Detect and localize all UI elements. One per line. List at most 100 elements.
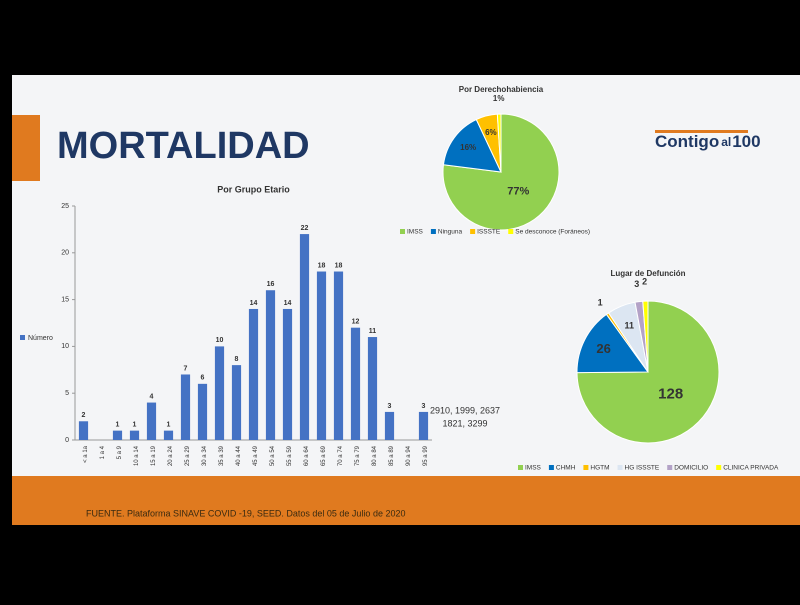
- legend-label: HG ISSSTE: [625, 465, 660, 472]
- legend-swatch: [430, 229, 436, 234]
- legend-swatch: [716, 465, 722, 470]
- x-tick-label: 55 a 59: [287, 445, 293, 466]
- x-tick-label: 35 a 39: [219, 445, 225, 466]
- bar: [384, 411, 395, 440]
- data-label: 7: [184, 365, 188, 372]
- data-label: 14: [284, 300, 292, 307]
- legend-swatch: [400, 229, 405, 234]
- x-tick-label: 90 a 94: [406, 445, 412, 466]
- data-label: 14: [250, 300, 258, 307]
- data-label: 1: [598, 297, 603, 307]
- x-tick-label: 95 a 99: [423, 445, 429, 466]
- bar: [265, 290, 276, 440]
- x-tick-label: 50 a 54: [270, 445, 276, 466]
- x-tick-label: 40 a 44: [236, 445, 242, 466]
- logo: Contigo al100: [655, 132, 761, 151]
- logo-bar: [655, 130, 748, 133]
- bar: [180, 374, 191, 440]
- legend-label: DOMICILIO: [674, 465, 708, 472]
- pie-slice: [442, 113, 560, 231]
- data-label: 10: [216, 337, 224, 344]
- chart-title: Lugar de Defunción: [610, 269, 685, 278]
- data-label: 8: [235, 356, 239, 363]
- x-tick-label: 70 a 74: [338, 445, 344, 466]
- x-tick-label: 25 a 29: [185, 445, 191, 466]
- data-label: 16%: [460, 143, 476, 152]
- bar: [197, 383, 208, 440]
- pie-slice: [442, 118, 502, 173]
- footer: FUENTE. Plataforma SINAVE COVID -19, SEE…: [86, 508, 405, 518]
- bar: [282, 308, 293, 440]
- footer-band: [12, 476, 800, 525]
- data-label: 11: [369, 328, 377, 335]
- bar: [214, 346, 225, 440]
- x-tick-label: 65 a 69: [321, 445, 327, 466]
- data-label: 77%: [507, 185, 529, 197]
- data-label: 1: [133, 421, 137, 428]
- annotation: 1821, 3299: [442, 418, 487, 428]
- bar: [299, 234, 310, 440]
- legend-label: CLINICA PRIVADA: [723, 465, 779, 472]
- bar: [163, 430, 174, 440]
- legend-label: IMSS: [407, 229, 424, 236]
- chart-title: Por Grupo Etario: [217, 184, 290, 194]
- slide-title: MORTALIDAD: [57, 125, 310, 167]
- data-label: 16: [267, 281, 275, 288]
- y-tick-label: 10: [61, 343, 69, 350]
- y-tick-label: 5: [65, 390, 69, 397]
- legend-swatch: [20, 335, 25, 340]
- x-tick-label: 80 a 84: [372, 445, 378, 466]
- data-label: 2: [642, 276, 647, 286]
- x-tick-label: 45 a 49: [253, 445, 259, 466]
- legend-label: CHMH: [556, 465, 576, 472]
- data-label: 11: [625, 320, 635, 330]
- x-tick-label: 85 a 89: [389, 445, 395, 466]
- accent-block: [12, 115, 40, 181]
- bar: [248, 308, 259, 440]
- pie-slice: [496, 113, 502, 173]
- legend-swatch: [508, 229, 514, 234]
- annotation: 2910, 1999, 2637: [430, 405, 500, 415]
- bar: [316, 271, 327, 440]
- legend-label: Ninguna: [438, 229, 463, 236]
- bar: [112, 430, 123, 440]
- data-label: 6: [201, 375, 205, 382]
- bar: [367, 337, 378, 440]
- data-label: 6%: [485, 128, 497, 137]
- data-label: 26: [596, 341, 610, 356]
- x-tick-label: 60 a 64: [304, 445, 310, 466]
- x-tick-label: 30 a 34: [202, 445, 208, 466]
- bar: [129, 430, 140, 440]
- logo-part: 100: [732, 132, 760, 151]
- pie-slice: [576, 313, 649, 374]
- legend-label: Número: [28, 335, 53, 342]
- data-label: 1%: [493, 94, 505, 103]
- x-tick-label: 1 a 4: [100, 445, 106, 459]
- slide-bg: [12, 75, 800, 525]
- bar: [350, 327, 361, 440]
- legend-label: Se desconoce (Foráneos): [515, 229, 590, 236]
- data-label: 12: [352, 319, 360, 326]
- data-label: 1: [167, 421, 171, 428]
- data-label: 3: [388, 403, 392, 410]
- logo-part: al: [721, 135, 731, 149]
- legend-label: IMSS: [525, 465, 542, 472]
- x-tick-label: 5 a 9: [117, 445, 123, 459]
- y-tick-label: 0: [65, 437, 69, 444]
- x-tick-label: < a 1a: [83, 445, 89, 463]
- y-tick-label: 20: [61, 250, 69, 257]
- legend-swatch: [583, 465, 589, 470]
- bar: [418, 411, 429, 440]
- chart-title: Por Derechohabiencia: [459, 85, 544, 94]
- bar: [231, 365, 242, 440]
- legend-swatch: [470, 229, 476, 234]
- x-tick-label: 20 a 24: [168, 445, 174, 466]
- x-tick-label: 15 a 19: [151, 445, 157, 466]
- legend-label: HGTM: [590, 465, 609, 472]
- pie-slice: [642, 300, 649, 373]
- bar: [333, 271, 344, 440]
- data-label: 128: [658, 385, 683, 402]
- legend-swatch: [667, 465, 673, 470]
